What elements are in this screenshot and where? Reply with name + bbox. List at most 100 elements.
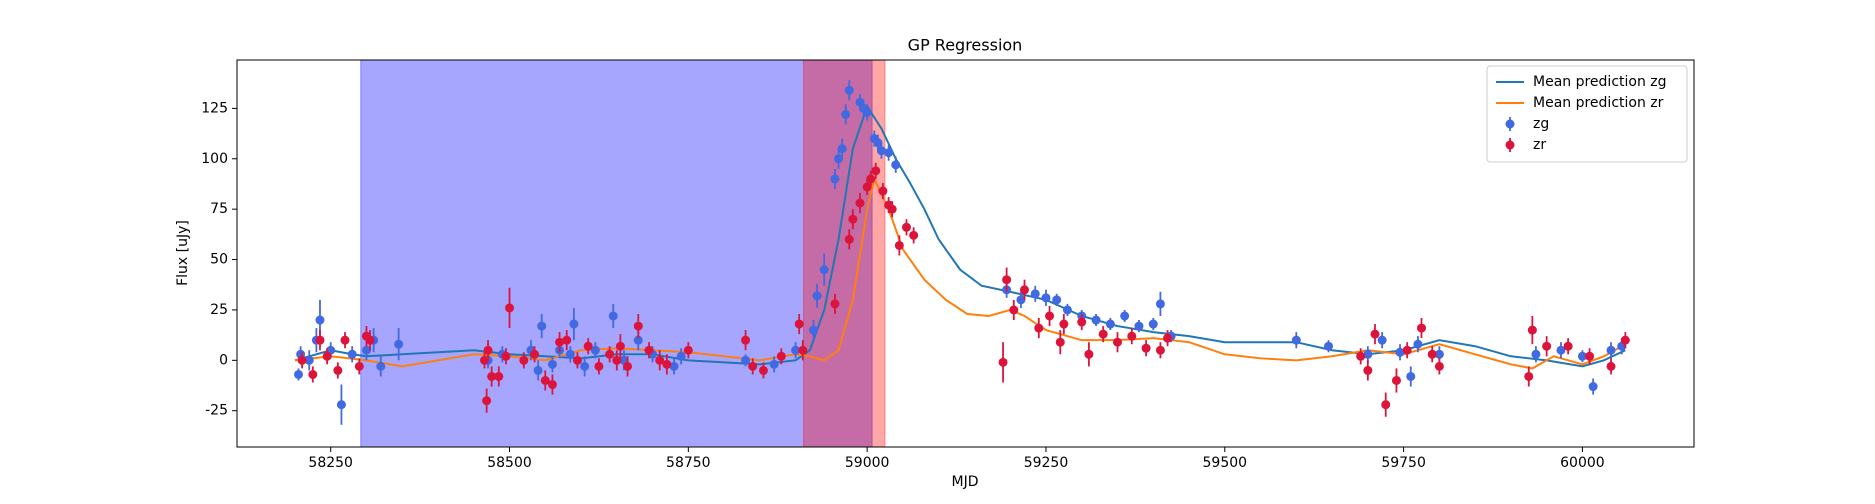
data-point: [1370, 329, 1380, 339]
data-point: [479, 355, 489, 365]
data-point: [540, 375, 550, 385]
data-point: [365, 335, 375, 345]
data-point: [1091, 315, 1101, 325]
data-point: [1606, 361, 1616, 371]
data-point: [1527, 325, 1537, 335]
data-point: [533, 365, 543, 375]
data-point: [1381, 400, 1391, 410]
data-point: [1395, 347, 1405, 357]
data-point: [794, 319, 804, 329]
data-point: [565, 349, 575, 359]
legend-label: zr: [1533, 137, 1546, 153]
x-axis-label: MJD: [952, 474, 979, 490]
data-point: [1542, 341, 1552, 351]
data-point: [1434, 361, 1444, 371]
data-point: [758, 365, 768, 375]
legend-swatch: [1505, 140, 1515, 150]
data-point: [562, 335, 572, 345]
data-point: [791, 345, 801, 355]
shaded-span: [360, 60, 873, 447]
data-point: [1585, 351, 1595, 361]
data-point: [1155, 345, 1165, 355]
data-point: [1009, 305, 1019, 315]
plot-frame: [236, 59, 1695, 448]
data-point: [844, 234, 854, 244]
data-point: [837, 144, 847, 154]
data-point: [873, 138, 883, 148]
data-point: [1406, 371, 1416, 381]
data-point: [1055, 337, 1065, 347]
data-point: [1041, 293, 1051, 303]
data-point: [741, 335, 751, 345]
data-point: [394, 339, 404, 349]
data-point: [336, 400, 346, 410]
data-point: [347, 349, 357, 359]
data-point: [1062, 305, 1072, 315]
data-point: [878, 186, 888, 196]
data-point: [315, 315, 325, 325]
data-point: [876, 146, 886, 156]
data-point: [1434, 349, 1444, 359]
data-point: [1363, 365, 1373, 375]
data-point: [1030, 289, 1040, 299]
x-tick-label: 60000: [1560, 455, 1605, 471]
data-point: [322, 351, 332, 361]
data-point: [333, 365, 343, 375]
data-point: [1016, 295, 1026, 305]
data-point: [998, 357, 1008, 367]
data-point: [308, 369, 318, 379]
data-point: [1556, 345, 1566, 355]
data-point: [483, 345, 493, 355]
data-point: [1084, 349, 1094, 359]
data-point: [1034, 323, 1044, 333]
data-point: [855, 198, 865, 208]
data-point: [776, 351, 786, 361]
data-point: [294, 369, 304, 379]
data-point: [830, 174, 840, 184]
data-point: [644, 345, 654, 355]
data-point: [1356, 351, 1366, 361]
data-point: [583, 341, 593, 351]
data-point: [1098, 329, 1108, 339]
data-point: [569, 319, 579, 329]
data-point: [1606, 345, 1616, 355]
data-point: [1120, 311, 1130, 321]
legend-box: [1486, 65, 1688, 163]
data-point: [623, 361, 633, 371]
y-tick-label: 25: [210, 302, 228, 318]
data-point: [1363, 349, 1373, 359]
data-point: [501, 351, 511, 361]
x-tick-label: 58250: [308, 455, 353, 471]
y-tick-label: 125: [201, 100, 228, 116]
data-point: [891, 160, 901, 170]
data-point: [361, 345, 371, 355]
data-point: [594, 361, 604, 371]
data-point: [494, 371, 504, 381]
y-tick-label: 100: [201, 151, 228, 167]
data-point: [555, 337, 565, 347]
data-point: [537, 321, 547, 331]
data-point: [1148, 319, 1158, 329]
data-point: [1002, 275, 1012, 285]
data-point: [1577, 351, 1587, 361]
x-tick-label: 59000: [845, 455, 890, 471]
data-point: [841, 109, 851, 119]
data-point: [884, 148, 894, 158]
x-tick-label: 59750: [1381, 455, 1426, 471]
y-tick-label: -25: [205, 403, 228, 419]
data-point: [297, 355, 307, 365]
data-point: [1045, 311, 1055, 321]
data-point: [1588, 382, 1598, 392]
legend-swatch: [1505, 119, 1515, 129]
data-point: [866, 174, 876, 184]
data-point: [887, 204, 897, 214]
data-point: [655, 355, 665, 365]
data-point: [1020, 285, 1030, 295]
data-point: [482, 396, 492, 406]
y-tick-label: 75: [210, 201, 228, 217]
data-point: [1141, 343, 1151, 353]
y-axis-label: Flux [uJy]: [175, 220, 191, 286]
data-point: [612, 355, 622, 365]
data-point: [633, 321, 643, 331]
